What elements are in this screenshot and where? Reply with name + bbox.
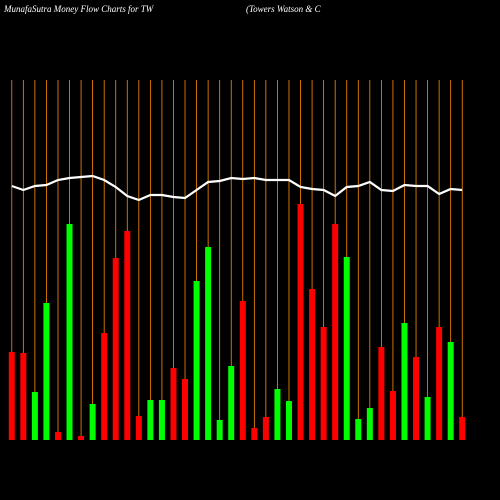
bar [124,231,131,440]
bar [54,432,61,440]
bar [274,389,281,440]
bar [309,289,316,440]
bar [182,379,189,440]
bar [31,392,38,440]
bar [332,224,339,440]
bar [43,303,50,440]
bar [147,400,154,440]
bar [285,401,292,440]
bar [447,342,454,440]
bar [239,301,246,440]
bar [413,357,420,440]
bar [436,327,443,440]
bar [297,204,304,440]
bar [320,327,327,440]
bar [389,391,396,440]
bar [424,397,431,440]
bar [228,366,235,440]
bar [89,404,96,440]
bar [20,353,27,440]
chart-title: MunafaSutra Money Flow Charts for TW [3,4,155,14]
bar [378,347,385,440]
bar [355,419,362,440]
bar [216,420,223,440]
bar [112,258,119,440]
bar [101,333,108,440]
bar [158,400,165,440]
bar [78,436,85,440]
chart-subtitle: (Towers Watson & C [246,4,322,14]
bar [366,408,373,440]
bar [343,257,350,440]
bar [251,428,258,440]
bar [262,417,269,440]
bar [193,281,200,440]
bar [8,352,15,440]
bar [170,368,177,440]
price-line [11,174,463,202]
bar [205,247,212,440]
bar [135,416,142,440]
bar [459,417,466,440]
bar [66,224,73,440]
bar [401,323,408,440]
